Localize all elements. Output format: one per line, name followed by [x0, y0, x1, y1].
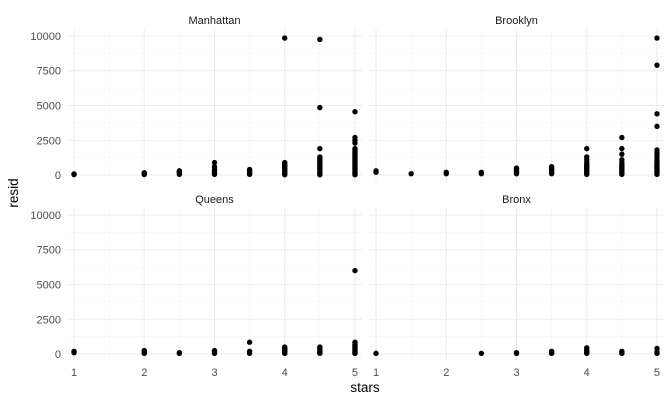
y-tick-label: 5000	[37, 101, 61, 113]
data-point	[654, 123, 660, 130]
data-point	[352, 109, 358, 115]
panel-brooklyn: Brooklyn	[369, 15, 664, 182]
y-tick-label: 0	[55, 349, 61, 361]
data-point	[246, 166, 253, 173]
data-point	[211, 347, 218, 354]
data-point	[317, 344, 323, 350]
data-point	[513, 165, 520, 171]
data-point	[246, 339, 253, 345]
data-point	[654, 111, 660, 117]
panel-queens: Queens 0 2500 5000 7500 10000 1 2 3 4 5	[30, 194, 362, 379]
data-point	[71, 171, 77, 177]
data-point	[373, 168, 379, 174]
y-axis-title: resid	[6, 178, 21, 207]
data-point	[282, 344, 288, 350]
x-axis-title: stars	[350, 380, 380, 395]
x-tick-label: 1	[373, 367, 379, 379]
y-tick-label: 7500	[37, 245, 61, 257]
data-point	[584, 145, 590, 152]
y-tick-label: 7500	[37, 66, 61, 78]
data-point	[654, 35, 660, 41]
data-point	[317, 104, 323, 111]
data-point	[317, 154, 323, 160]
data-point	[408, 170, 414, 177]
data-point	[443, 169, 449, 175]
y-tick-label: 10000	[30, 31, 61, 43]
data-point	[317, 36, 323, 43]
y-tick-label: 5000	[37, 280, 61, 292]
x-tick-label: 2	[443, 367, 449, 379]
data-point	[654, 62, 660, 68]
panel-manhattan: Manhattan 0 2500 5000 7500 10000	[30, 15, 362, 182]
facet-title: Manhattan	[189, 15, 241, 27]
data-point	[246, 348, 253, 354]
x-tick-label: 2	[141, 367, 147, 379]
facet-title: Queens	[195, 194, 234, 206]
data-point	[282, 35, 288, 41]
panel-bronx: Bronx 1 2 3 4 5	[369, 194, 664, 379]
data-point	[478, 169, 485, 175]
panels-layer: Manhattan 0 2500 5000 7500 10000 Brooklyn Queen…	[30, 15, 664, 379]
data-point	[352, 145, 358, 152]
y-tick-label: 10000	[30, 210, 61, 222]
data-point	[619, 151, 625, 157]
y-tick-label: 0	[55, 170, 61, 182]
data-point	[619, 134, 625, 141]
data-point	[584, 345, 590, 351]
data-point	[211, 164, 218, 170]
facet-title: Bronx	[502, 194, 531, 206]
data-point	[654, 147, 660, 153]
data-point	[352, 267, 358, 274]
data-point	[654, 345, 660, 352]
x-tick-label: 5	[352, 367, 358, 379]
x-tick-label: 5	[654, 367, 660, 379]
data-point	[352, 134, 358, 141]
x-tick-label: 1	[71, 367, 77, 379]
data-point	[317, 145, 323, 152]
y-tick-label: 2500	[37, 135, 61, 147]
data-point	[141, 169, 147, 176]
data-point	[478, 350, 485, 357]
data-point	[619, 348, 625, 354]
data-point	[373, 350, 379, 357]
x-tick-label: 4	[282, 367, 288, 379]
data-point	[513, 349, 520, 356]
data-point	[619, 157, 625, 163]
y-tick-label: 2500	[37, 314, 61, 326]
data-point	[141, 347, 147, 354]
data-point	[176, 168, 183, 174]
data-point	[211, 159, 218, 166]
data-point	[352, 339, 358, 345]
data-point	[282, 159, 288, 166]
facet-title: Brooklyn	[495, 15, 538, 27]
x-tick-label: 4	[584, 367, 590, 379]
data-point	[71, 348, 77, 354]
x-tick-label: 3	[211, 367, 217, 379]
data-point	[619, 145, 625, 152]
data-point	[584, 154, 590, 160]
data-point	[548, 164, 555, 170]
x-tick-label: 3	[513, 367, 519, 379]
data-point	[548, 348, 555, 354]
data-point	[176, 349, 183, 356]
